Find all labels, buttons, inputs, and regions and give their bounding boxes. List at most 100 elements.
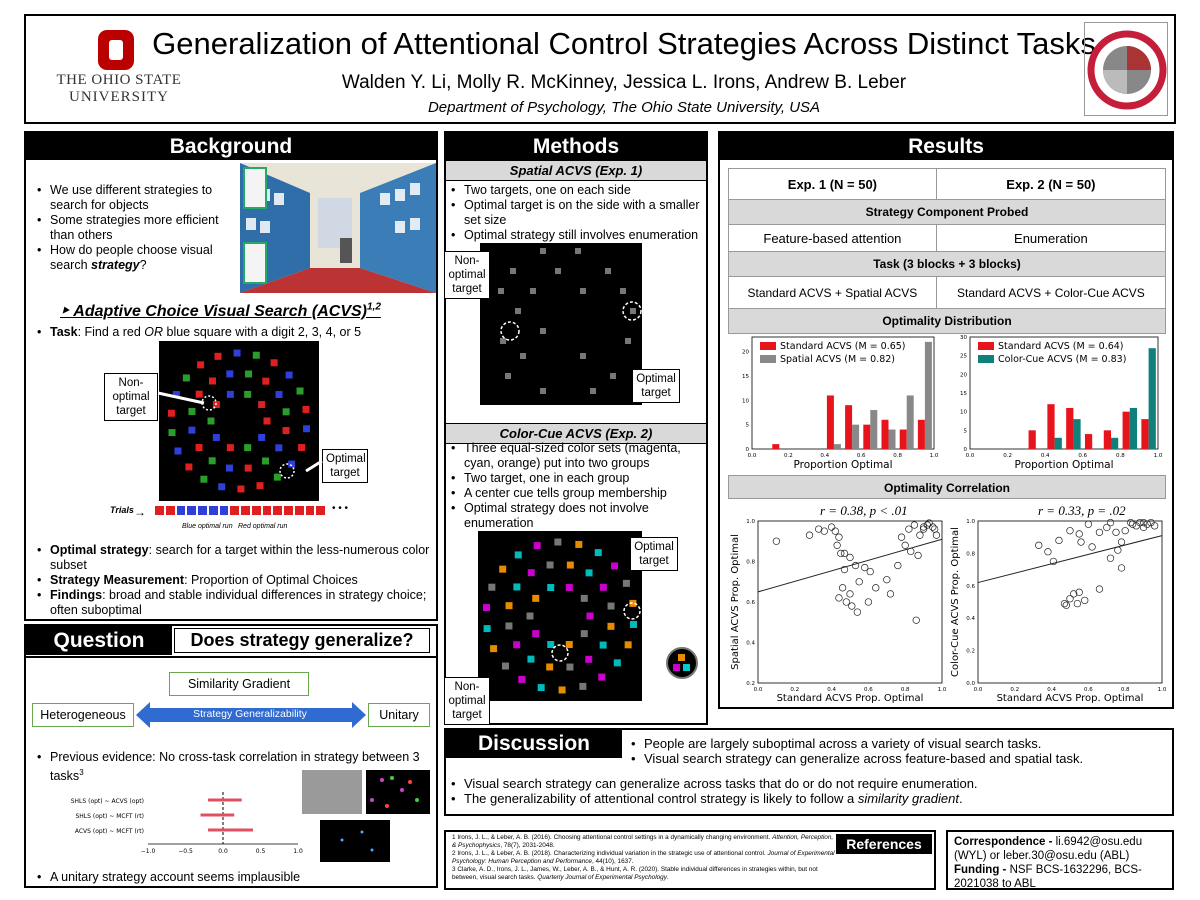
forest-tick: −0.5	[178, 848, 193, 855]
scatter-point	[805, 531, 814, 539]
search-item	[533, 542, 541, 550]
exp2-header: Exp. 2 (N = 50)	[935, 168, 1167, 200]
university-name-1: THE OHIO STATE	[56, 72, 182, 88]
search-item	[537, 684, 545, 692]
y-tick-label: 5	[964, 428, 968, 434]
plot-frame	[751, 336, 935, 450]
search-item	[566, 561, 574, 569]
search-item	[225, 464, 233, 472]
forest-tick: 1.0	[293, 848, 303, 855]
scatter-point	[1081, 596, 1089, 605]
discussion-bottom: Visual search strategy can generalize ac…	[446, 776, 1166, 806]
y-tick-label: 0	[746, 447, 750, 453]
results-heading: Results	[720, 133, 1172, 160]
highlight-ring	[623, 602, 641, 620]
forest-tick: 0.5	[256, 848, 266, 855]
scatter-point	[910, 521, 919, 529]
scatter-point	[1075, 588, 1083, 596]
search-item	[270, 359, 278, 367]
bar	[906, 395, 914, 449]
background-bullets: We use different strategies to search fo…	[32, 183, 232, 273]
trial-cell	[283, 505, 294, 516]
scatter-point	[1112, 528, 1120, 536]
y-tick-label: 0.8	[746, 560, 755, 566]
scatter-point	[842, 598, 850, 606]
scatter-point	[1066, 527, 1074, 535]
generalizability-arrow	[136, 702, 366, 728]
trials-arrow: →	[134, 505, 146, 519]
scatter-point	[851, 561, 860, 570]
highlight-ring	[279, 463, 295, 479]
scatter-point	[1150, 522, 1159, 530]
scatter-point	[827, 523, 836, 531]
search-item	[605, 268, 611, 274]
red-run-label: Red optimal run	[238, 523, 288, 530]
x-tick-label: 0.0	[754, 687, 763, 693]
university-name-2: UNIVERSITY	[69, 89, 169, 105]
search-item	[565, 583, 573, 591]
bar	[1103, 430, 1111, 449]
fit-line	[757, 538, 943, 593]
search-item	[275, 444, 283, 452]
trial-cell	[175, 505, 187, 516]
search-item	[483, 625, 491, 633]
search-item	[547, 641, 555, 649]
email[interactable]: li.6942@osu.edu (WYL) or leber.30@osu.ed…	[954, 836, 1143, 862]
scatter-point	[914, 551, 922, 560]
y-tick-label: 1.0	[966, 519, 975, 525]
search-item	[273, 473, 281, 481]
bar	[1073, 419, 1081, 449]
bar	[881, 419, 889, 449]
scatter-exp2: 0.0 0.2 0.4 0.6 0.8 1.0 0.0 0.2 0.4 0.6 0.8 1.0 Stan…	[950, 518, 1167, 704]
x-tick-label: 0.2	[790, 687, 799, 693]
cue-zoom	[666, 647, 698, 679]
y-axis-label: Spatial ACVS Prop. Optimal	[730, 534, 741, 670]
y-tick-label: 0.2	[746, 681, 755, 687]
scatter-point	[864, 598, 873, 606]
x-tick-label: 0.0	[974, 687, 983, 693]
x-tick-label: 0.8	[901, 687, 910, 693]
search-item	[630, 308, 636, 314]
trial-cell	[293, 505, 305, 516]
legend-swatch	[978, 342, 994, 350]
question-divider	[26, 656, 436, 658]
bar	[1028, 430, 1036, 449]
search-item	[575, 248, 581, 254]
scatter-point	[901, 541, 909, 549]
x-tick-label: 0.2	[1010, 687, 1019, 693]
search-item	[590, 388, 596, 394]
x-tick-label: 1.0	[938, 687, 947, 693]
y-tick-label: 0.2	[966, 649, 975, 655]
search-item	[554, 538, 562, 546]
scatter-point	[886, 590, 895, 598]
y-tick-label: 15	[960, 391, 967, 397]
optimal-callout: Optimal target	[322, 449, 368, 483]
search-item	[575, 540, 583, 548]
scatter-point	[1070, 590, 1078, 598]
search-item	[611, 562, 619, 570]
scatter-point	[855, 578, 863, 586]
search-item	[207, 417, 215, 425]
x-tick-label: 0.4	[827, 687, 836, 693]
x-axis-label: Standard ACVS Prop. Optimal	[997, 693, 1144, 704]
search-item	[275, 390, 283, 398]
scatter-point	[907, 547, 915, 556]
results-table: Exp. 1 (N = 50) Exp. 2 (N = 50) Strategy …	[728, 168, 1167, 334]
scatter-point	[831, 527, 839, 535]
search-item	[499, 565, 507, 573]
x-tick-label: 0.8	[1116, 453, 1125, 459]
y-tick-label: 0	[964, 447, 968, 453]
search-item	[282, 427, 290, 435]
scatter-point	[837, 549, 845, 558]
question-prompt: Does strategy generalize?	[174, 628, 430, 653]
exp1-subheading: Spatial ACVS (Exp. 1)	[446, 160, 706, 181]
trials-label: Trials	[110, 505, 134, 515]
bar	[772, 444, 780, 449]
bar	[826, 395, 834, 449]
search-item	[172, 391, 180, 399]
forest-tick: 0.0	[218, 848, 228, 855]
search-item	[598, 673, 606, 681]
scatter-point	[846, 590, 854, 598]
discussion-panel: Discussion People are largely suboptimal…	[444, 728, 1174, 816]
spatial-acvs-display	[480, 243, 642, 405]
